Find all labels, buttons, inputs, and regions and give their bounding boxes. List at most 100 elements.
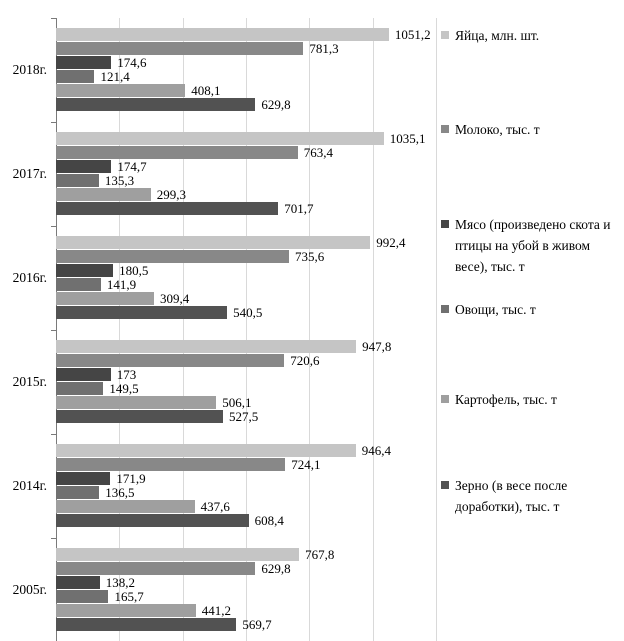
legend-swatch-icon: [441, 220, 449, 228]
bar: [56, 382, 104, 395]
legend-item: Мясо (произведено скота и птицы на убой …: [441, 214, 617, 277]
bar-value-label: 540,5: [233, 305, 263, 320]
bar: [56, 576, 100, 589]
bar: [56, 444, 356, 457]
category-label: 2016г.: [12, 270, 47, 285]
bar: [56, 264, 114, 277]
legend-label: Овощи, тыс. т: [455, 302, 536, 317]
gridline: [436, 18, 437, 641]
y-axis-line: [56, 18, 57, 641]
bar-value-label: 724,1: [291, 457, 321, 472]
bar-value-label: 1035,1: [389, 131, 426, 146]
bar: [56, 354, 285, 367]
bar-value-label: 992,4: [376, 235, 406, 250]
bar-value-label: 149,5: [109, 381, 139, 396]
legend-item: Картофель, тыс. т: [441, 389, 617, 410]
bar-value-label: 174,7: [117, 159, 147, 174]
legend-swatch-icon: [441, 395, 449, 403]
bar: [56, 500, 195, 513]
bar-value-label: 781,3: [309, 41, 339, 56]
gridline: [246, 18, 247, 641]
bar: [56, 396, 217, 409]
bar: [56, 70, 95, 83]
bar-value-label: 180,5: [119, 263, 149, 278]
bar: [56, 188, 151, 201]
category-label: 2014г.: [12, 478, 47, 493]
gridline: [182, 18, 184, 641]
bar: [56, 604, 196, 617]
bar: [56, 340, 357, 353]
legend-label: Картофель, тыс. т: [455, 392, 557, 407]
legend-swatch-icon: [441, 305, 449, 313]
legend-label: Зерно (в весе после доработки), тыс. т: [455, 478, 568, 514]
gridline: [309, 18, 311, 641]
bar-value-label: 735,6: [294, 249, 325, 264]
category-label: 2018г.: [12, 62, 47, 77]
bar: [56, 472, 111, 485]
legend-swatch-icon: [441, 31, 449, 39]
legend-item: Яйца, млн. шт.: [441, 25, 617, 46]
bar-value-label: 441,2: [201, 603, 231, 618]
bar: [56, 306, 228, 319]
bar-value-label: 720,6: [290, 353, 320, 368]
bar-value-label: 136,5: [105, 485, 135, 500]
bar-value-label: 506,1: [222, 395, 252, 410]
bar: [56, 42, 304, 55]
bar: [56, 278, 101, 291]
bar-value-label: 763,4: [303, 145, 333, 160]
bar: [56, 292, 154, 305]
category-label: 2015г.: [12, 374, 47, 389]
legend-item: Зерно (в весе после доработки), тыс. т: [441, 475, 617, 517]
bar: [56, 548, 300, 561]
legend-swatch-icon: [441, 481, 449, 489]
legend-label: Мясо (произведено скота и птицы на убой …: [455, 217, 611, 274]
category-label: 2017г.: [12, 166, 47, 181]
bar: [56, 368, 111, 381]
bar: [56, 56, 112, 69]
bar-value-label: 141,9: [106, 277, 137, 292]
bar-value-label: 629,8: [261, 97, 291, 112]
axis-tick: [51, 18, 56, 19]
bar-value-label: 767,8: [305, 547, 335, 562]
bar-value-label: 629,8: [261, 561, 291, 576]
bar: [56, 174, 99, 187]
gridline: [119, 18, 121, 641]
bar: [56, 514, 249, 527]
axis-tick: [51, 122, 56, 123]
legend-item: Овощи, тыс. т: [441, 299, 617, 320]
bar: [56, 236, 371, 249]
bar: [56, 160, 112, 173]
bar-value-label: 437,6: [200, 499, 230, 514]
bar-value-label: 608,4: [254, 513, 284, 528]
bar-value-label: 165,7: [114, 589, 144, 604]
gridline: [372, 18, 374, 641]
bar-value-label: 121,4: [100, 69, 130, 84]
legend-swatch-icon: [441, 125, 449, 133]
bar-value-label: 171,9: [116, 471, 146, 486]
bar: [56, 410, 224, 423]
bar-value-label: 527,5: [229, 409, 259, 424]
axis-tick: [51, 434, 56, 435]
bar-value-label: 299,3: [156, 187, 187, 202]
bar: [56, 98, 256, 111]
legend: Яйца, млн. шт. Молоко, тыс. т Мясо (произв…: [441, 0, 621, 641]
bar: [56, 28, 389, 41]
bar: [56, 486, 100, 499]
bar: [56, 562, 256, 575]
bar: [56, 618, 237, 631]
bar: [56, 590, 109, 603]
bar-value-label: 135,3: [104, 173, 135, 188]
bar-value-label: 138,2: [105, 575, 135, 590]
legend-label: Яйца, млн. шт.: [455, 28, 540, 43]
bar: [56, 132, 384, 145]
bar: [56, 202, 279, 215]
bar: [56, 146, 298, 159]
bar-value-label: 569,7: [242, 617, 272, 632]
category-label: 2005г.: [12, 582, 47, 597]
bar: [56, 84, 186, 97]
axis-tick: [51, 330, 56, 331]
bar-value-label: 1051,2: [394, 27, 431, 42]
legend-label: Молоко, тыс. т: [455, 122, 540, 137]
bar-value-label: 174,6: [117, 55, 147, 70]
